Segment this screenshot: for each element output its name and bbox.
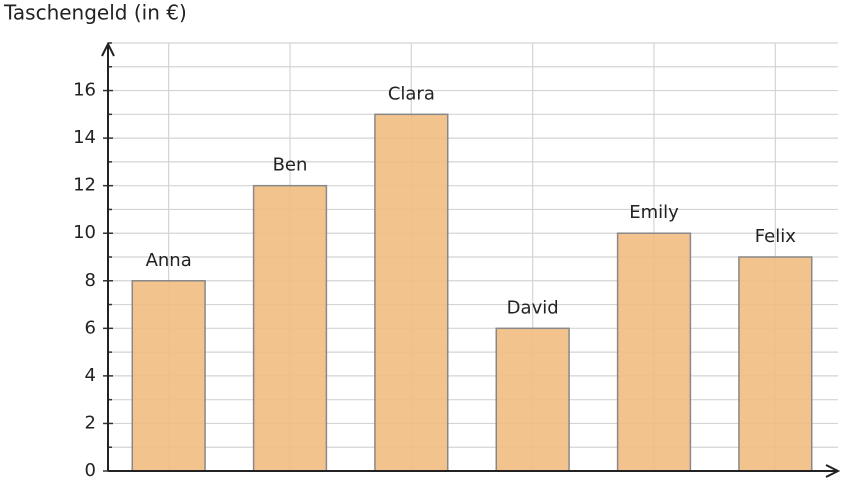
bar bbox=[252, 184, 328, 472]
x-axis-arrow bbox=[825, 464, 841, 478]
y-tick-label: 8 bbox=[85, 270, 96, 291]
bar bbox=[738, 256, 813, 472]
bar-label: Clara bbox=[388, 83, 435, 104]
y-tick-label: 0 bbox=[85, 460, 96, 481]
bar bbox=[374, 113, 449, 472]
bar-label: Anna bbox=[146, 250, 192, 271]
y-tick-label: 6 bbox=[85, 317, 96, 338]
y-tick-label: 2 bbox=[85, 412, 96, 433]
bar-label: Emily bbox=[629, 202, 679, 223]
bar-label: Felix bbox=[755, 226, 796, 247]
bar-label: David bbox=[507, 297, 559, 318]
chart-title: Taschengeld (in €) bbox=[3, 1, 187, 25]
bar-label: Ben bbox=[273, 155, 308, 176]
bar bbox=[131, 280, 206, 472]
bar bbox=[495, 327, 570, 472]
y-tick-label: 12 bbox=[73, 175, 96, 196]
bar bbox=[616, 232, 692, 472]
y-tick-label: 14 bbox=[73, 127, 96, 148]
y-tick-label: 4 bbox=[85, 365, 96, 386]
y-tick-label: 10 bbox=[73, 222, 96, 243]
y-tick-label: 16 bbox=[73, 80, 96, 101]
y-axis-arrow bbox=[101, 41, 115, 57]
